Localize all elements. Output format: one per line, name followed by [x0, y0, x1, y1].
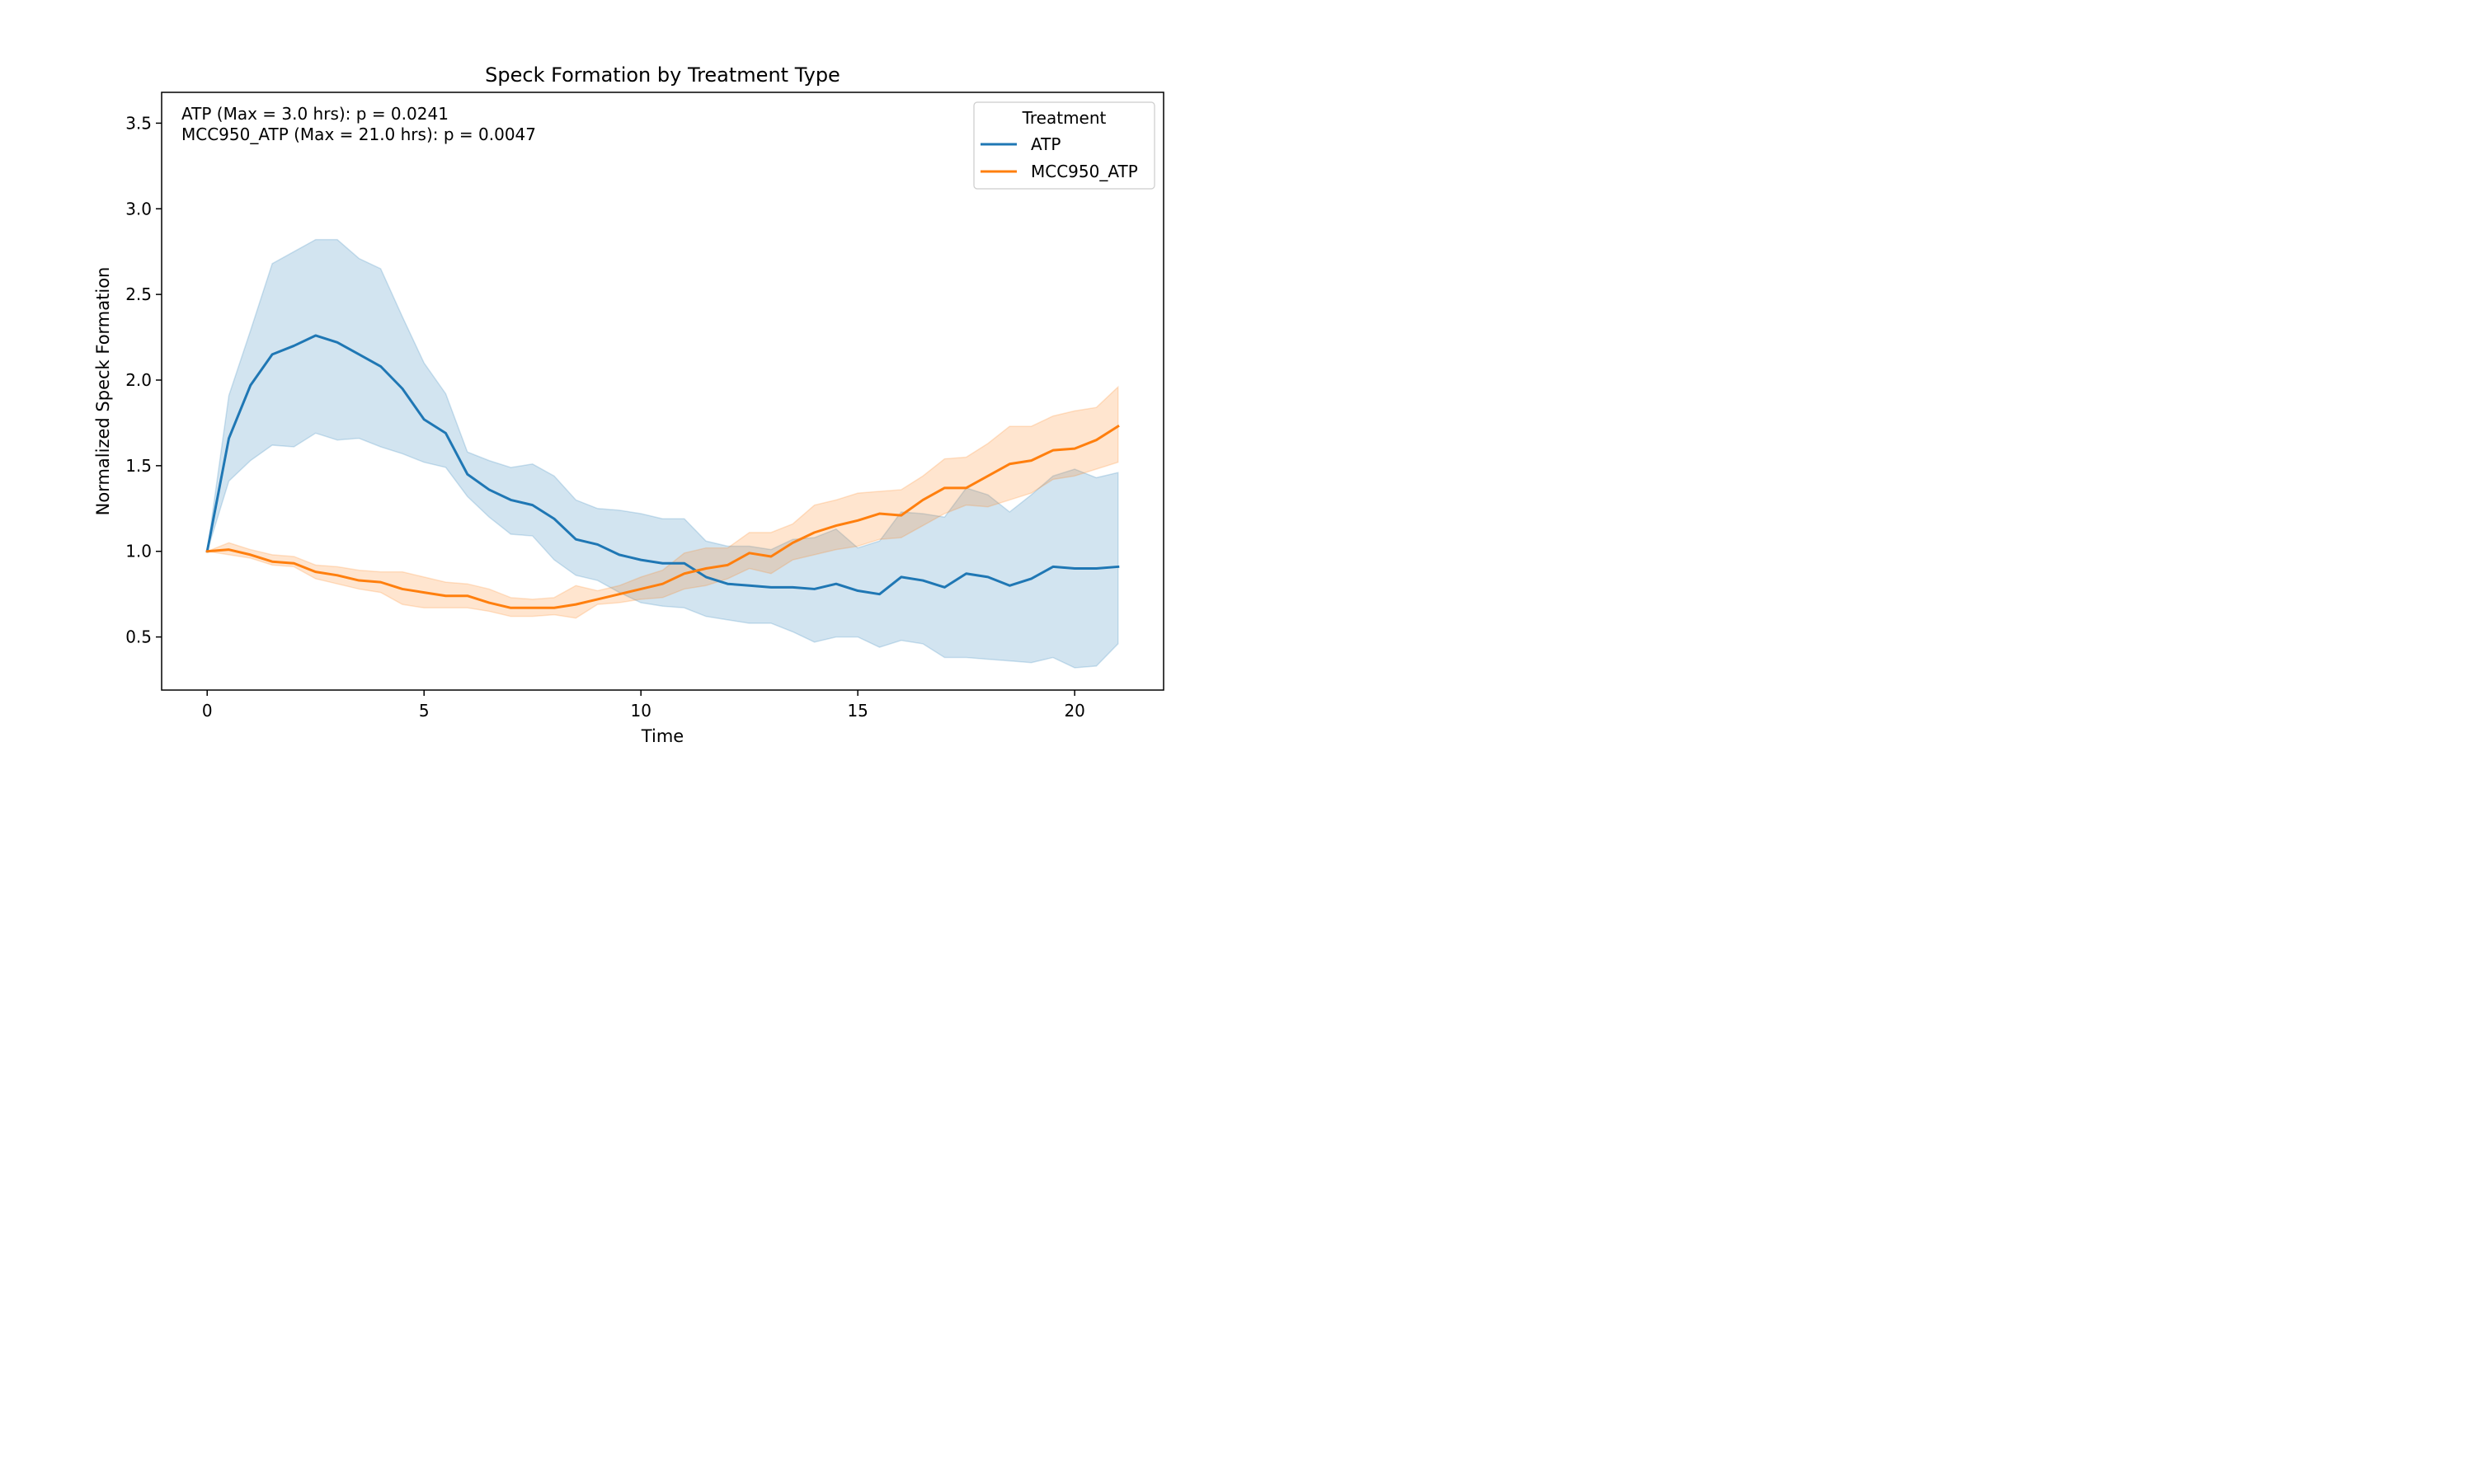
legend: Treatment ATP MCC950_ATP	[973, 101, 1155, 190]
x-tick-label: 5	[419, 701, 430, 721]
legend-box	[973, 101, 1155, 190]
x-tick-label: 0	[202, 701, 213, 721]
y-tick-label: 3.0	[125, 199, 152, 218]
legend-label-mcc950-atp: MCC950_ATP	[1031, 162, 1138, 181]
x-axis-ticks: 0 5 10 15 20	[202, 690, 1085, 721]
series-lines	[205, 334, 1120, 609]
chart-title: Speck Formation by Treatment Type	[485, 63, 840, 87]
band-atp	[206, 238, 1119, 669]
y-tick-label: 1.5	[125, 456, 152, 476]
legend-title: Treatment	[1022, 108, 1107, 128]
series-line-mcc950-atp	[205, 425, 1120, 609]
x-axis-label: Time	[641, 726, 684, 746]
y-tick-label: 2.0	[125, 370, 152, 390]
x-tick-label: 15	[847, 701, 868, 721]
annotation-mcc950-atp: MCC950_ATP (Max = 21.0 hrs): p = 0.0047	[181, 124, 536, 144]
y-tick-label: 1.0	[125, 542, 152, 561]
line-chart: Speck Formation by Treatment Type 0 5 10 15…	[0, 0, 1282, 769]
y-tick-label: 2.5	[125, 284, 152, 304]
annotation-atp: ATP (Max = 3.0 hrs): p = 0.0241	[181, 104, 449, 124]
confidence-bands	[205, 238, 1119, 669]
legend-label-atp: ATP	[1031, 134, 1061, 154]
plot-area-frame	[161, 92, 1164, 691]
x-tick-label: 10	[630, 701, 651, 721]
series-line-atp	[205, 334, 1120, 596]
y-axis-label: Normalized Speck Formation	[93, 267, 113, 516]
y-tick-label: 0.5	[125, 627, 152, 647]
y-axis-ticks: 0.5 1.0 1.5 2.0 2.5 3.0 3.5	[125, 113, 162, 647]
band-mcc950-atp	[205, 385, 1119, 619]
x-tick-label: 20	[1064, 701, 1084, 721]
y-tick-label: 3.5	[125, 113, 152, 133]
